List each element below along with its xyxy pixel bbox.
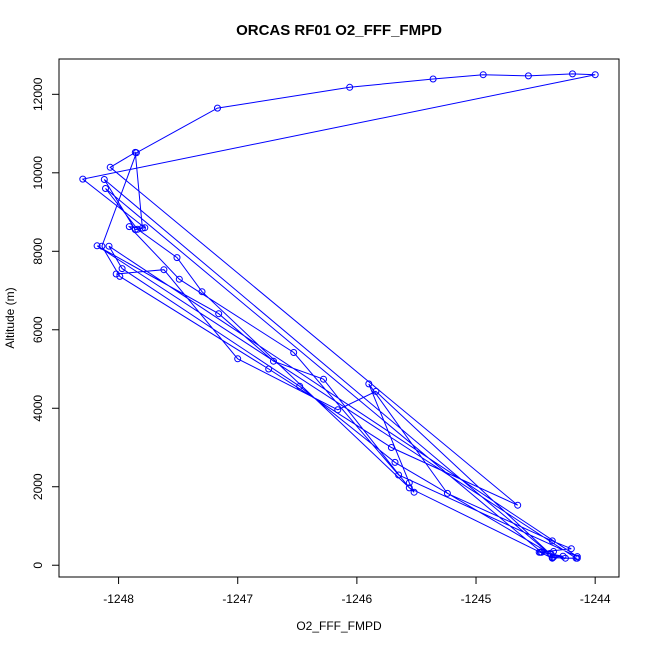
data-point [443,489,451,497]
data-point [125,223,133,231]
data-point [405,479,413,487]
data-point [410,488,418,496]
data-point [548,537,556,545]
x-tick-label: -1247 [222,592,253,606]
data-point [296,382,304,390]
y-tick-label: 10000 [31,156,45,190]
data-point [100,176,108,183]
data-point [118,265,126,273]
data-point [524,72,532,80]
data-point [538,548,546,556]
data-point [479,71,487,79]
data-point [387,444,395,451]
data-point [106,163,114,171]
x-tick-label: -1245 [461,592,492,606]
y-tick-label: 6000 [31,316,45,343]
data-point [573,553,581,561]
data-point [334,406,342,414]
y-tick-label: 0 [31,562,45,569]
data-point [138,224,146,232]
data-point [391,458,399,466]
data-point [372,387,380,395]
y-tick-label: 4000 [31,395,45,422]
data-point [572,554,580,562]
data-point [559,552,567,560]
data-point [270,357,277,365]
data-point [79,175,87,183]
data-point [131,226,139,234]
data-layer [79,70,599,562]
data-point [567,545,575,553]
x-axis: -1248 -1247 -1246 -1245 -1244 [103,576,611,606]
data-point [132,149,140,157]
data-point [535,548,543,556]
x-tick-label: -1244 [580,592,611,606]
data-point [550,553,557,561]
data-point [160,266,168,274]
series-line [81,73,596,560]
data-point [98,242,106,250]
y-tick-label: 2000 [31,473,45,500]
y-tick-label: 8000 [31,238,45,265]
data-point [105,242,113,250]
data-point [365,380,373,388]
data-point [175,275,183,283]
x-tick-label: -1248 [103,592,134,606]
data-point [234,355,242,363]
x-tick-label: -1246 [342,592,373,606]
chart-title: ORCAS RF01 O2_FFF_FMPD [236,22,442,39]
data-point [546,550,554,557]
data-point [265,365,273,373]
y-axis: 0 2000 4000 6000 8000 10000 12000 [31,77,60,569]
data-point [112,270,120,278]
y-tick-label: 12000 [31,77,45,111]
data-point [514,501,522,509]
data-point [141,224,149,232]
data-point [429,75,437,83]
data-point [93,242,101,250]
data-point [346,83,354,91]
y-axis-label: Altitude (m) [3,287,17,348]
data-point [320,375,327,383]
data-point [215,310,223,318]
data-point [569,70,576,78]
x-axis-label: O2_FFF_FMPD [296,619,382,633]
data-point [591,71,599,79]
data-point [102,185,109,192]
plot-frame [58,58,620,578]
data-point [395,471,403,479]
data-point [116,272,124,280]
data-point [290,349,298,356]
data-point [214,104,221,112]
data-point [173,254,181,262]
data-point [405,484,413,492]
data-point [198,288,206,296]
